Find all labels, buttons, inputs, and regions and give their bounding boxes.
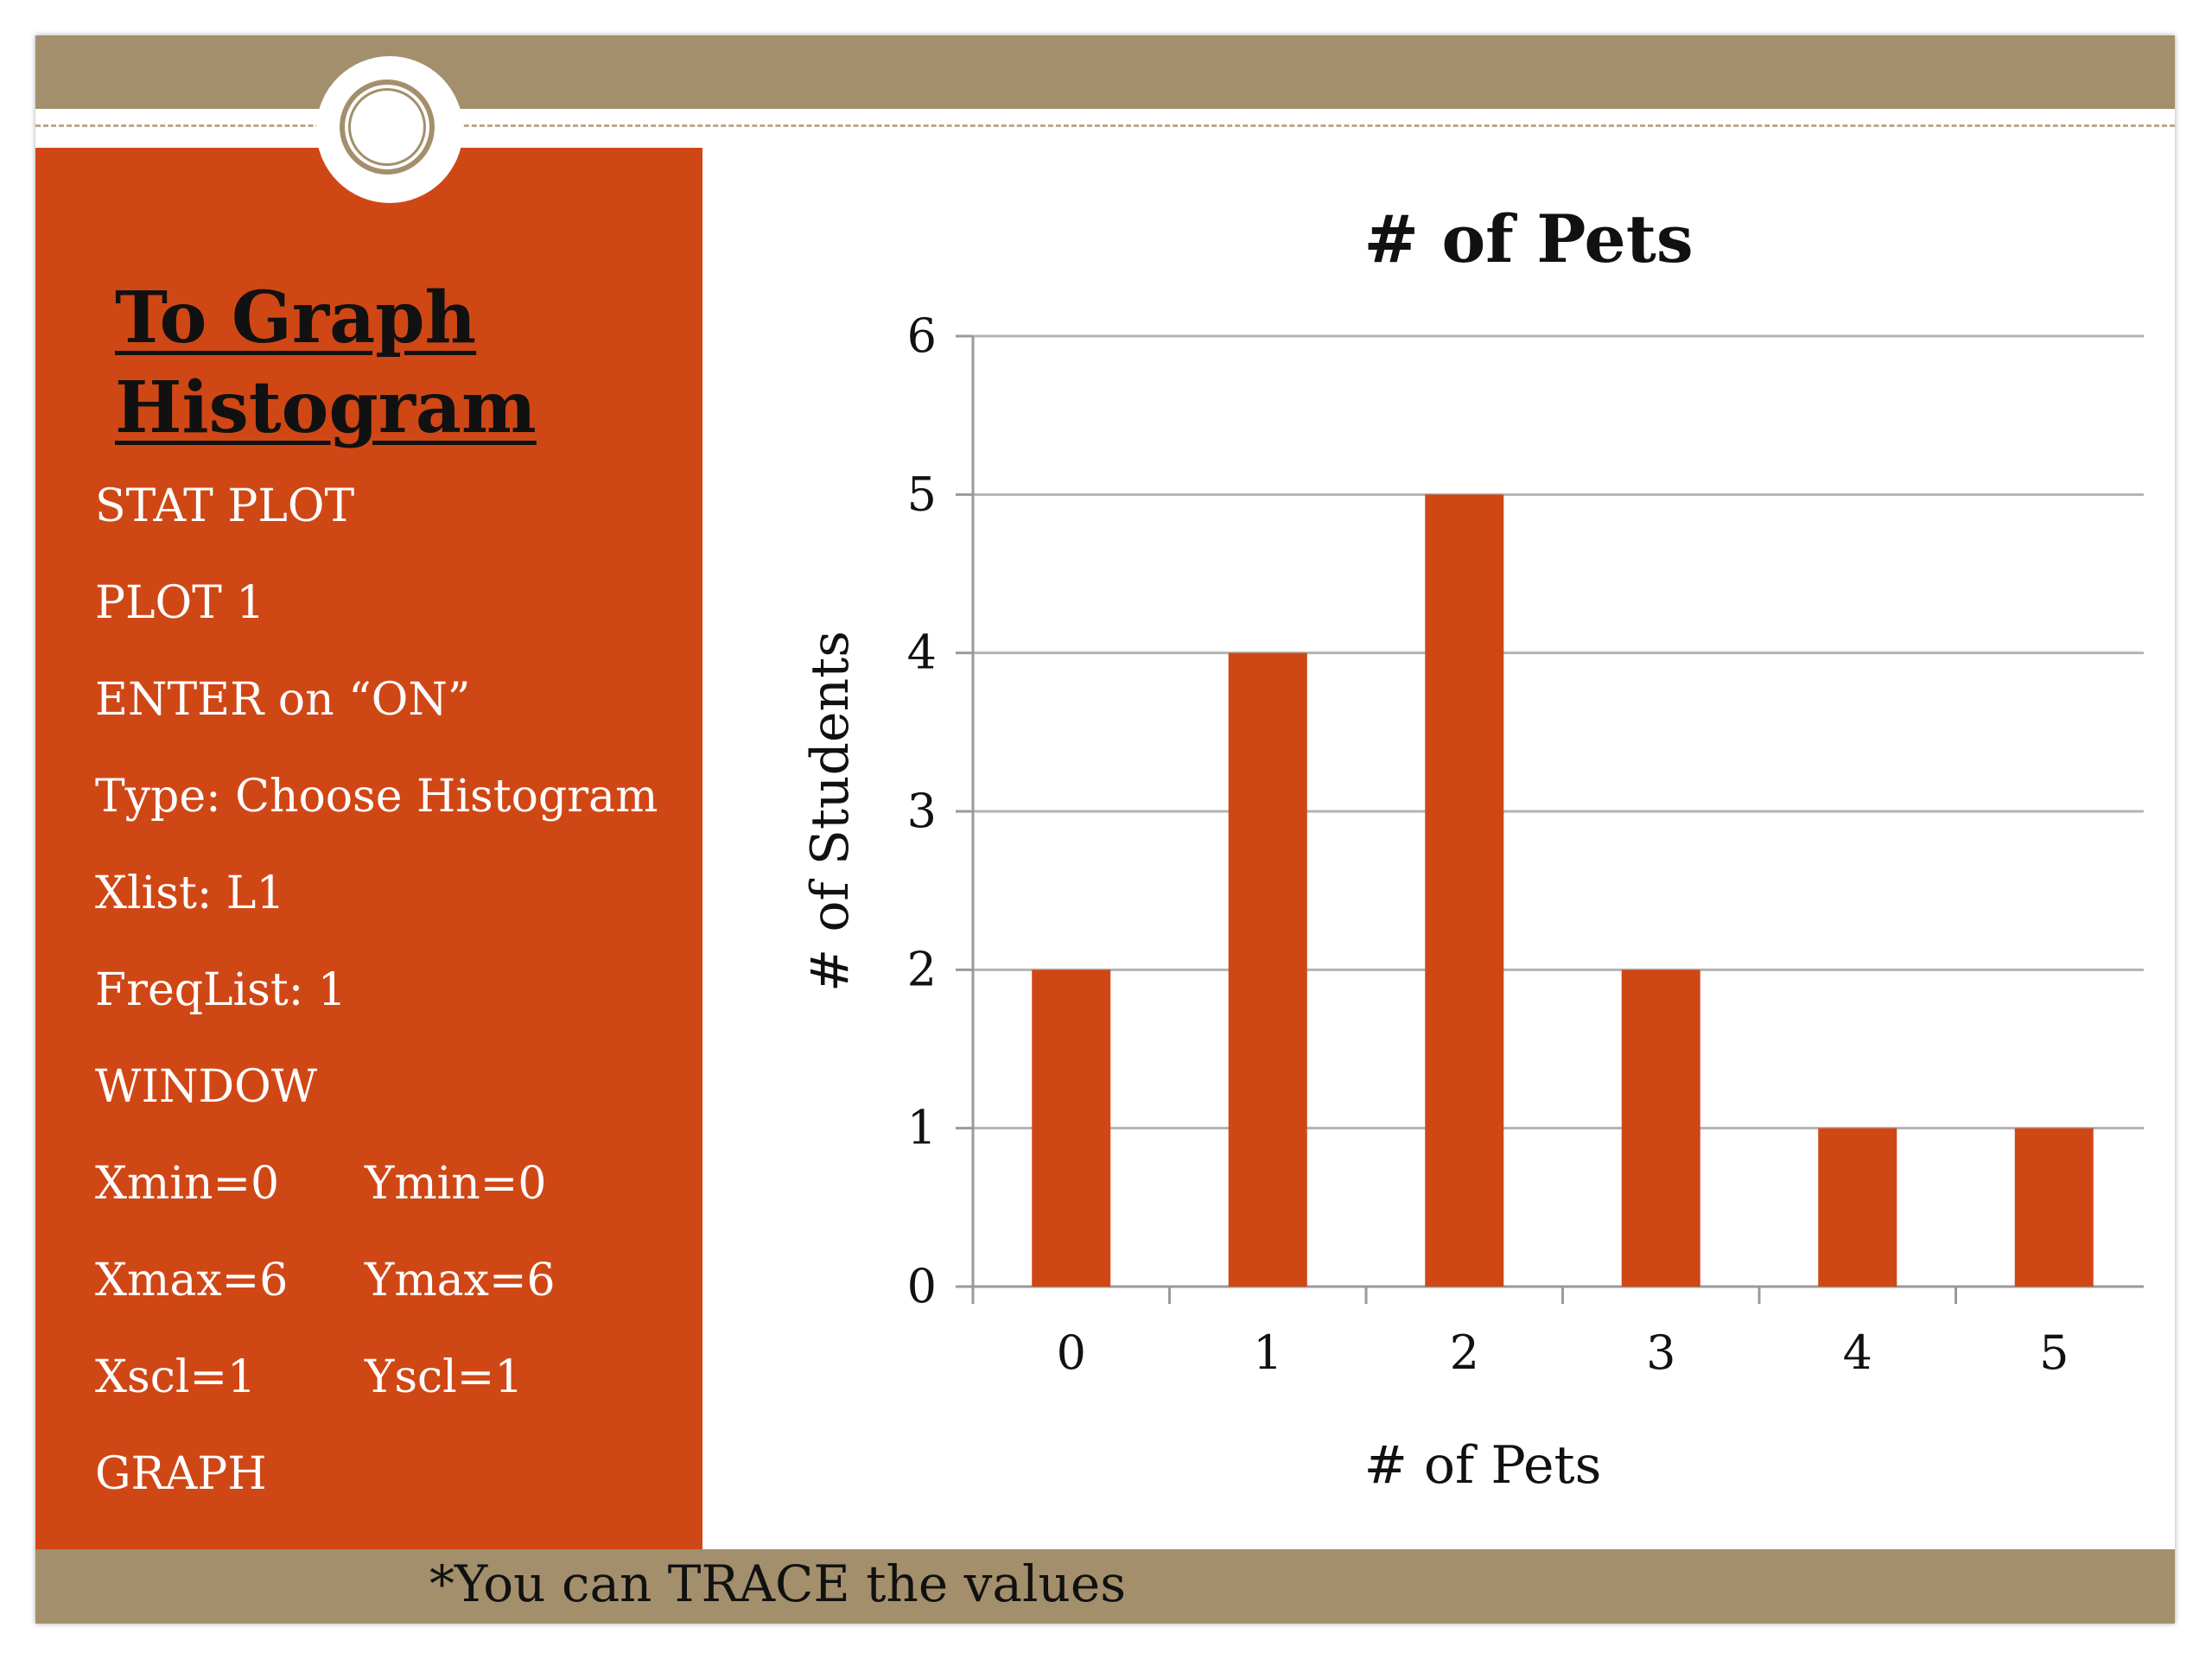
slide: To Graph Histogram STAT PLOT PLOT 1 ENTE… (35, 35, 2175, 1624)
window-row-scl: Xscl=1 Yscl=1 (95, 1351, 523, 1403)
ymax-setting: Ymax=6 (365, 1255, 556, 1306)
y-axis-label: # of Students (800, 631, 861, 992)
step-xlist: Xlist: L1 (95, 868, 285, 919)
x-tick-label-3: 3 (1646, 1325, 1675, 1380)
y-tick-label-1: 1 (907, 1101, 937, 1155)
window-row-min: Xmin=0 Ymin=0 (95, 1158, 546, 1210)
step-stat-plot: STAT PLOT (95, 480, 355, 532)
y-tick-label-3: 3 (907, 784, 937, 838)
y-tick-label-2: 2 (907, 942, 937, 996)
panel-title-line1: To Graph (115, 276, 477, 359)
y-tick-label-6: 6 (907, 308, 937, 363)
window-row-max: Xmax=6 Ymax=6 (95, 1255, 556, 1306)
ymin-setting: Ymin=0 (365, 1158, 547, 1210)
dashed-divider (35, 124, 2175, 127)
left-panel (35, 148, 702, 1549)
panel-title: To Graph Histogram (115, 273, 537, 453)
xmin-setting: Xmin=0 (95, 1158, 280, 1210)
step-graph: GRAPH (95, 1448, 267, 1500)
bar-5 (2014, 1128, 2094, 1287)
step-enter-on: ENTER on “ON” (95, 674, 471, 726)
histogram-chart: 0 1 2 3 4 5 6 0 1 2 3 4 5 # of Pets # of Pets # of Stud… (800, 200, 2144, 1496)
bar-3 (1621, 969, 1700, 1287)
bar-2 (1425, 494, 1504, 1287)
ring-ornament-core (348, 88, 426, 166)
x-tick-label-1: 1 (1253, 1325, 1282, 1380)
bar-1 (1228, 652, 1307, 1287)
bottom-band (35, 1549, 2175, 1624)
step-window: WINDOW (95, 1061, 318, 1113)
bar-4 (1818, 1128, 1897, 1287)
x-tick-label-0: 0 (1057, 1325, 1086, 1380)
bar-0 (1032, 969, 1111, 1287)
x-tick-label-5: 5 (2039, 1325, 2069, 1380)
x-tick-label-4: 4 (1843, 1325, 1872, 1380)
step-type: Type: Choose Histogram (95, 771, 658, 823)
xmax-setting: Xmax=6 (95, 1255, 289, 1306)
chart-title: # of Pets (1363, 200, 1693, 277)
y-tick-label-4: 4 (907, 626, 937, 680)
footnote: *You can TRACE the values (429, 1554, 1126, 1613)
x-axis-label: # of Pets (1364, 1435, 1602, 1496)
y-tick-label-0: 0 (907, 1259, 937, 1313)
yscl-setting: Yscl=1 (365, 1351, 524, 1403)
step-freqlist: FreqList: 1 (95, 964, 346, 1016)
x-tick-label-2: 2 (1450, 1325, 1479, 1380)
step-plot-1: PLOT 1 (95, 577, 265, 629)
y-tick-label-5: 5 (907, 467, 937, 521)
xscl-setting: Xscl=1 (95, 1351, 257, 1403)
panel-title-line2: Histogram (115, 366, 537, 449)
